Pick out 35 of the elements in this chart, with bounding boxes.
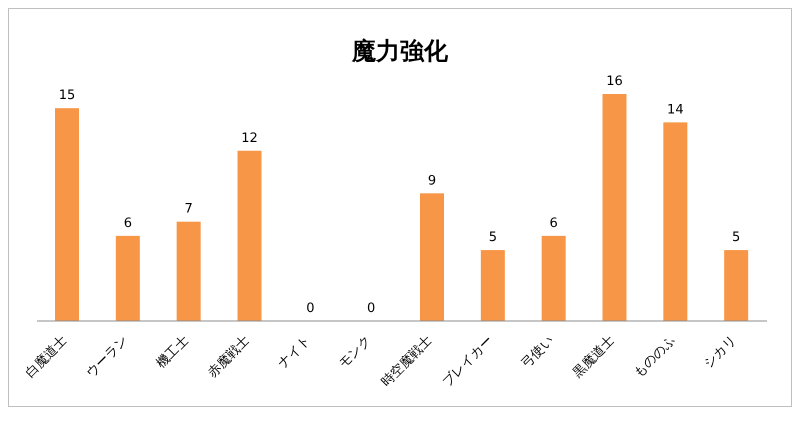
- data-label: 0: [367, 301, 376, 316]
- data-label: 0: [306, 301, 314, 316]
- data-label: 6: [124, 216, 132, 231]
- bar: [542, 236, 566, 321]
- bar: [480, 250, 505, 321]
- data-label: 7: [184, 202, 193, 217]
- bar: [116, 236, 140, 321]
- x-tick-label: もののふ: [631, 333, 679, 381]
- bar: [176, 222, 201, 321]
- bar: [420, 193, 444, 321]
- x-tick-label: ブレイカー: [440, 333, 496, 390]
- bar: [724, 250, 748, 321]
- x-tick-label: モンク: [336, 333, 374, 372]
- x-tick-label: 時空魔戦士: [378, 333, 436, 390]
- bar: [238, 150, 262, 321]
- data-label: 15: [58, 88, 76, 104]
- data-label: 14: [667, 102, 684, 118]
- data-label: 5: [488, 230, 497, 246]
- bar: [55, 108, 79, 321]
- bar: [663, 122, 688, 321]
- x-tick-label: 機工士: [154, 333, 192, 372]
- data-label: 6: [550, 216, 558, 231]
- x-tick-label: ウーラン: [84, 333, 132, 381]
- x-tick-label: ナイト: [275, 333, 314, 372]
- x-tick-label: 黒魔道士: [570, 333, 618, 381]
- data-label: 9: [428, 173, 436, 188]
- x-tick-label: 赤魔戦士: [205, 333, 253, 381]
- chart-title: 魔力強化: [350, 36, 449, 67]
- bar: [602, 94, 626, 321]
- data-label: 5: [732, 230, 740, 246]
- data-label: 16: [606, 74, 623, 89]
- x-tick-label: シカリ: [701, 333, 740, 372]
- x-tick-label: 白魔道士: [22, 333, 70, 381]
- x-tick-label: 弓使い: [518, 333, 557, 372]
- data-label: 12: [241, 130, 258, 146]
